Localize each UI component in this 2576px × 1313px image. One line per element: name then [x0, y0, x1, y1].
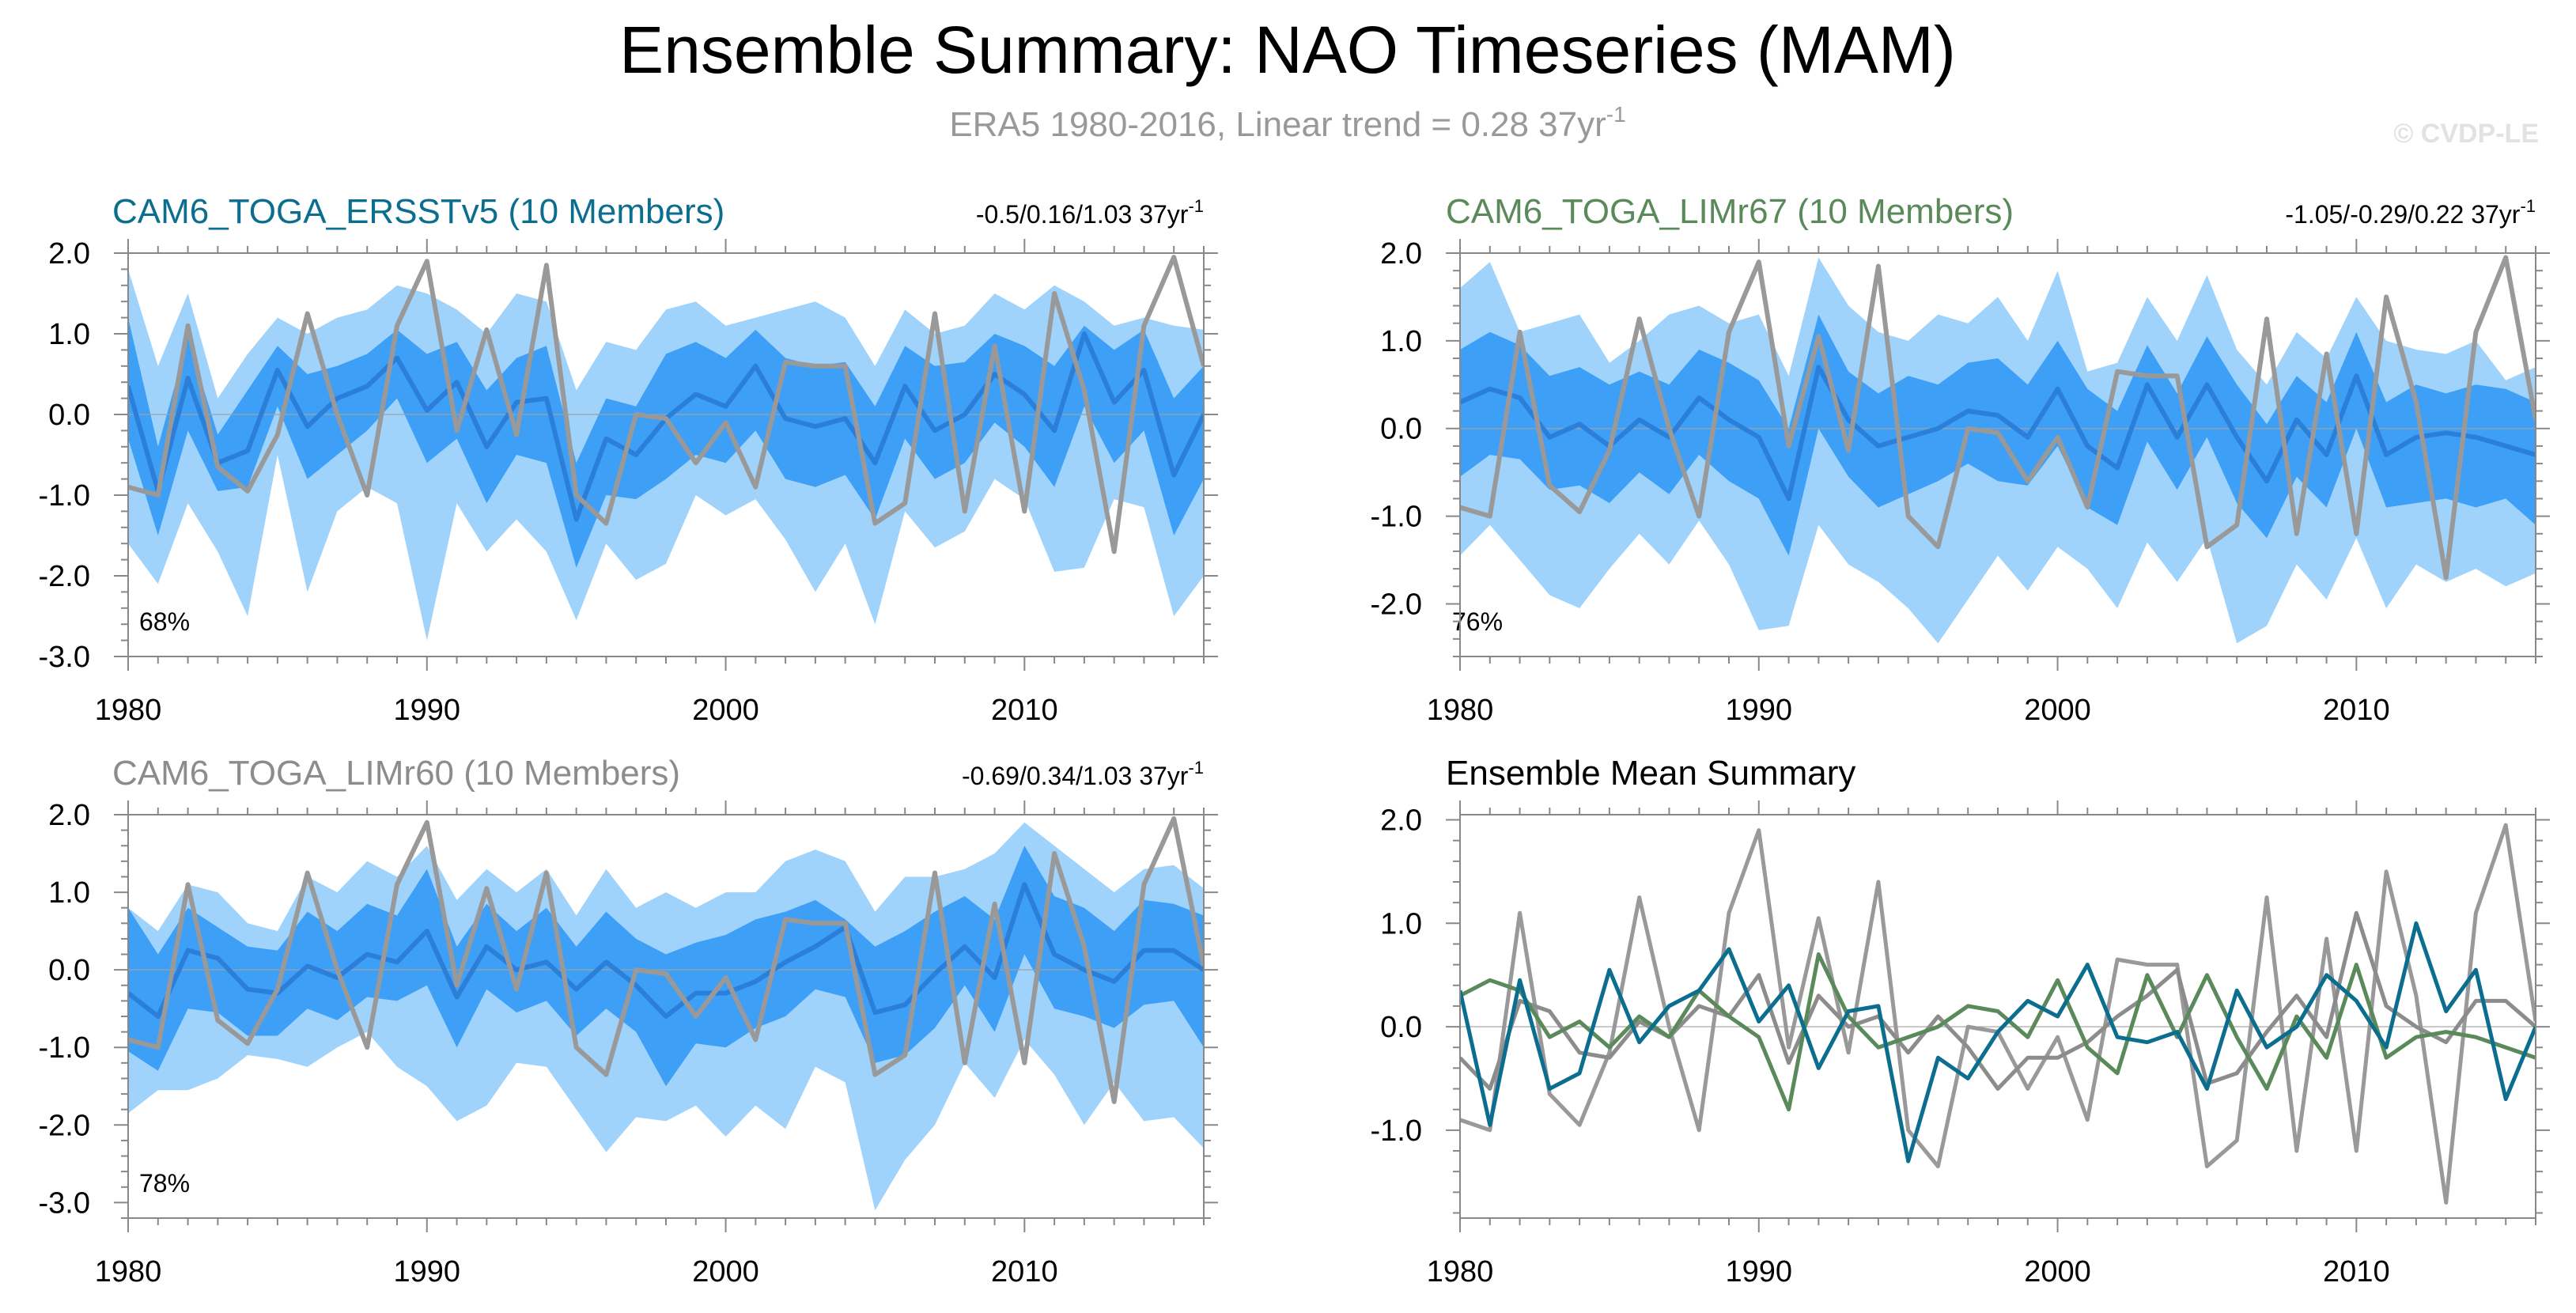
observed-line — [128, 815, 1204, 1104]
trend-value: -0.69/0.34/1.03 37yr — [962, 762, 1189, 790]
ensemble-mean-line — [128, 882, 1204, 1019]
y-tick-label: -2.0 — [1371, 588, 1422, 621]
plot-area — [1460, 823, 2536, 1205]
y-tick-label: -2.0 — [39, 560, 90, 593]
plot-area — [128, 815, 1204, 1211]
x-tick-label: 1990 — [394, 1255, 461, 1288]
chart-panel-1: CAM6_TOGA_ERSSTv5 (10 Members) -0.5/0.16/… — [39, 192, 1218, 727]
y-tick-label: 2.0 — [1380, 237, 1422, 271]
y-tick-label: -1.0 — [1371, 501, 1422, 534]
inner-range-band — [128, 317, 1204, 568]
x-tick-label: 2000 — [2024, 694, 2091, 727]
x-tick-label: 1980 — [1427, 1255, 1494, 1288]
trend-value: -1.05/-0.29/0.22 37yr — [2285, 200, 2520, 229]
figure-title: Ensemble Summary: NAO Timeseries (MAM) — [619, 13, 1956, 87]
y-tick-label: -1.0 — [39, 479, 90, 513]
y-tick-label: -3.0 — [39, 1186, 90, 1220]
trend-superscript: -1 — [2520, 196, 2536, 216]
y-tick-label: 0.0 — [48, 954, 90, 987]
y-tick-label: 0.0 — [48, 399, 90, 432]
observed-line — [1460, 255, 2536, 581]
x-tick-label: 2010 — [2323, 1255, 2390, 1288]
x-tick-label: 1990 — [1726, 1255, 1793, 1288]
plot-area — [1460, 255, 2536, 644]
y-tick-label: -1.0 — [1371, 1114, 1422, 1148]
series-line-4 — [1460, 921, 2536, 1164]
y-tick-label: 2.0 — [1380, 804, 1422, 838]
x-tick-label: 2010 — [2323, 694, 2390, 727]
percent-label: 68% — [139, 607, 190, 636]
subtitle-superscript: -1 — [1606, 102, 1626, 127]
y-tick-label: 1.0 — [1380, 325, 1422, 358]
y-tick-label: 2.0 — [48, 237, 90, 271]
trend-label: -0.69/0.34/1.03 37yr-1 — [962, 758, 1204, 790]
panel-title: CAM6_TOGA_LIMr60 (10 Members) — [112, 754, 680, 793]
y-tick-label: -3.0 — [39, 641, 90, 674]
watermark: © CVDP-LE — [2393, 119, 2539, 149]
trend-label: -1.05/-0.29/0.22 37yr-1 — [2285, 196, 2536, 229]
percent-label: 78% — [139, 1169, 190, 1198]
x-tick-label: 1990 — [1726, 694, 1793, 727]
trend-value: -0.5/0.16/1.03 37yr — [976, 200, 1189, 229]
y-tick-label: 1.0 — [48, 876, 90, 910]
x-tick-label: 2000 — [2024, 1255, 2091, 1288]
y-tick-label: -1.0 — [39, 1031, 90, 1065]
figure-subtitle: ERA5 1980-2016, Linear trend = 0.28 37yr… — [949, 102, 1625, 144]
trend-superscript: -1 — [1188, 196, 1204, 216]
y-tick-label: 2.0 — [48, 799, 90, 832]
x-tick-label: 2010 — [991, 1255, 1058, 1288]
x-tick-label: 1980 — [95, 1255, 162, 1288]
x-tick-label: 1980 — [95, 694, 162, 727]
chart-panel-3: CAM6_TOGA_LIMr60 (10 Members) -0.69/0.34/… — [39, 754, 1218, 1288]
panel-title: CAM6_TOGA_LIMr67 (10 Members) — [1446, 192, 2014, 231]
panels: CAM6_TOGA_ERSSTv5 (10 Members) -0.5/0.16/… — [39, 192, 2550, 1288]
y-tick-label: 0.0 — [1380, 1011, 1422, 1044]
panel-title: Ensemble Mean Summary — [1446, 754, 1855, 793]
series-line-3 — [1460, 952, 2536, 1112]
chart-panel-2: CAM6_TOGA_LIMr67 (10 Members) -1.05/-0.29… — [1371, 192, 2550, 727]
inner-range-band — [128, 846, 1204, 1087]
x-tick-label: 2010 — [991, 694, 1058, 727]
y-tick-label: -2.0 — [39, 1109, 90, 1142]
subtitle-text: ERA5 1980-2016, Linear trend = 0.28 37yr — [949, 105, 1606, 144]
x-tick-label: 2000 — [692, 694, 759, 727]
y-tick-label: 1.0 — [1380, 907, 1422, 940]
x-tick-label: 1980 — [1427, 694, 1494, 727]
trend-superscript: -1 — [1188, 758, 1204, 778]
series-line-2 — [1460, 910, 2536, 1091]
y-tick-label: 1.0 — [48, 318, 90, 351]
chart-panel-4: Ensemble Mean Summary 1980 1990 2000 2010 -1.… — [1371, 754, 2550, 1288]
ensemble-mean-line — [1460, 365, 2536, 501]
x-tick-label: 1990 — [394, 694, 461, 727]
x-tick-label: 2000 — [692, 1255, 759, 1288]
panel-title: CAM6_TOGA_ERSSTv5 (10 Members) — [112, 192, 724, 231]
y-tick-label: 0.0 — [1380, 413, 1422, 446]
trend-label: -0.5/0.16/1.03 37yr-1 — [976, 196, 1204, 229]
plot-area — [128, 255, 1204, 641]
observed-line — [128, 255, 1204, 554]
